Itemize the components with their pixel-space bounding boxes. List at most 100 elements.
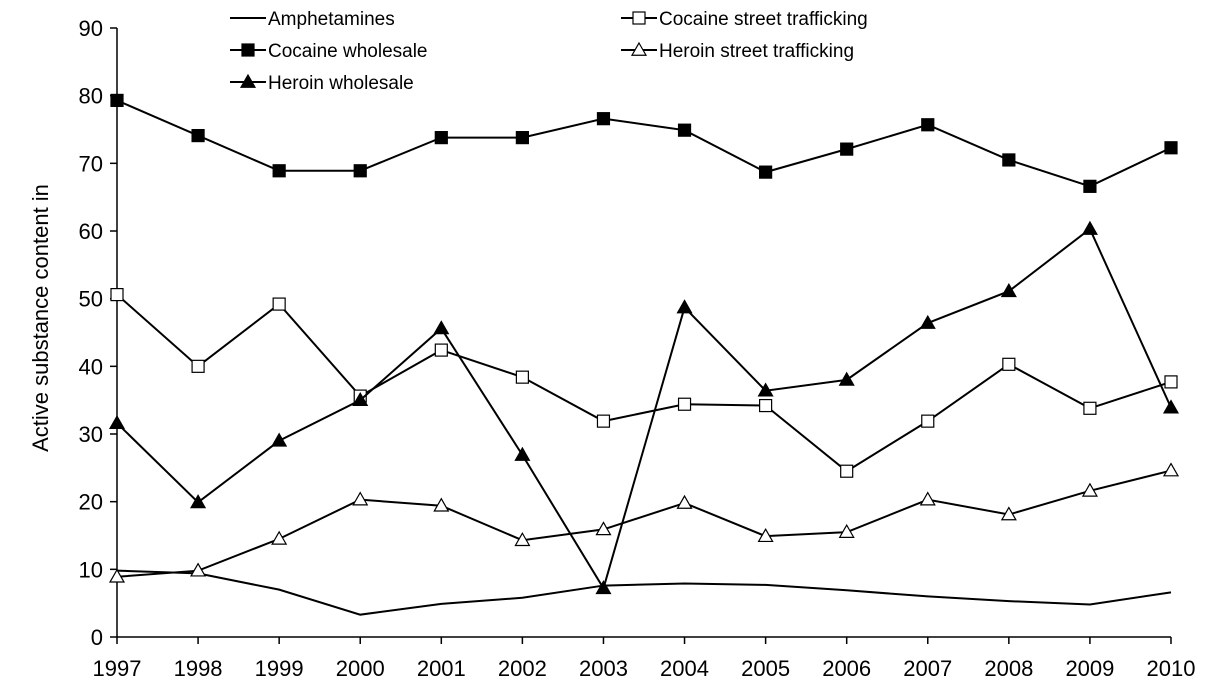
series-line xyxy=(116,293,1172,473)
series-heroin-wholesale xyxy=(108,220,1180,595)
legend-item: Heroin wholesale xyxy=(230,73,414,94)
data-point xyxy=(434,343,448,357)
y-tick-label: 0 xyxy=(91,625,103,650)
x-tick-label: 1997 xyxy=(93,656,142,681)
x-tick-label: 2003 xyxy=(579,656,628,681)
x-tick-label: 2007 xyxy=(903,656,952,681)
y-tick-label: 60 xyxy=(79,219,103,244)
y-tick-label: 70 xyxy=(79,151,103,176)
data-point xyxy=(676,299,693,314)
legend-item: Heroin street trafficking xyxy=(621,41,854,62)
data-point xyxy=(433,320,450,335)
data-point xyxy=(434,131,448,145)
data-point xyxy=(1164,375,1178,389)
data-point xyxy=(919,314,936,329)
data-point xyxy=(353,164,367,178)
data-point xyxy=(1000,506,1017,521)
data-point xyxy=(514,446,531,461)
x-tick-label: 2001 xyxy=(417,656,466,681)
data-point xyxy=(676,494,693,509)
data-point xyxy=(1083,401,1097,415)
series-line xyxy=(116,569,1172,616)
data-point xyxy=(757,527,774,543)
data-point xyxy=(108,414,126,430)
data-point xyxy=(677,123,692,137)
data-point xyxy=(191,359,205,373)
axes: 0 10 20 30 40 50 60 70 80 90 1997 1998 1999 2000 2001 2… xyxy=(79,16,1196,681)
data-point xyxy=(1000,283,1017,298)
y-tick-label: 30 xyxy=(79,422,103,447)
data-point xyxy=(190,494,207,509)
y-tick-label: 10 xyxy=(79,557,103,582)
data-point xyxy=(352,491,369,506)
data-point xyxy=(596,414,611,428)
legend-item: Cocaine wholesale xyxy=(230,41,428,62)
data-point xyxy=(191,128,205,143)
data-point xyxy=(921,118,935,132)
data-point xyxy=(596,112,611,126)
x-tick-label: 1998 xyxy=(174,656,223,681)
data-point xyxy=(514,532,531,547)
x-tick-label: 2002 xyxy=(498,656,547,681)
data-point xyxy=(921,414,935,428)
series-cocaine-wholesale xyxy=(110,93,1178,193)
series-heroin-street-trafficking xyxy=(108,462,1180,583)
y-tick-label: 20 xyxy=(79,490,103,515)
data-point xyxy=(272,164,286,178)
data-point xyxy=(271,432,288,447)
x-tick-label: 2008 xyxy=(984,656,1033,681)
data-point xyxy=(1083,179,1097,193)
data-point xyxy=(515,370,529,384)
y-tick-label: 50 xyxy=(79,287,103,312)
x-tick-label: 2009 xyxy=(1065,656,1114,681)
data-point xyxy=(1164,141,1178,155)
data-point xyxy=(1002,357,1016,371)
data-point xyxy=(759,165,773,179)
data-point xyxy=(1081,482,1098,497)
series-line xyxy=(116,227,1172,591)
data-point xyxy=(840,464,854,478)
data-point xyxy=(271,530,288,545)
series-amphetamines xyxy=(116,569,1172,616)
data-point xyxy=(1081,220,1098,235)
legend-marker xyxy=(241,43,255,57)
legend-marker xyxy=(632,11,646,25)
data-point xyxy=(677,397,692,411)
data-point xyxy=(1002,153,1016,167)
x-tick-label: 1999 xyxy=(255,656,304,681)
data-point xyxy=(352,391,369,407)
legend-label: Cocaine street trafficking xyxy=(659,9,868,30)
legend: Amphetamines Cocaine street trafficking Co… xyxy=(230,9,868,94)
data-point xyxy=(1162,462,1180,477)
data-point xyxy=(515,131,529,145)
x-tick-label: 2010 xyxy=(1147,656,1196,681)
legend-label: Cocaine wholesale xyxy=(268,41,428,62)
x-tick-label: 2004 xyxy=(660,656,709,681)
data-point xyxy=(757,382,774,397)
legend-item: Amphetamines xyxy=(230,9,395,30)
y-tick-label: 40 xyxy=(79,354,103,379)
legend-label: Heroin wholesale xyxy=(268,73,414,94)
data-point xyxy=(110,93,124,108)
data-point xyxy=(838,523,855,538)
data-point xyxy=(759,398,773,413)
legend-marker xyxy=(630,41,648,56)
data-point xyxy=(595,580,612,595)
x-tick-label: 2006 xyxy=(822,656,871,681)
legend-label: Heroin street trafficking xyxy=(659,41,854,62)
legend-label: Amphetamines xyxy=(268,9,395,30)
y-tick-label: 90 xyxy=(79,16,103,41)
y-tick-label: 80 xyxy=(79,84,103,109)
legend-item: Cocaine street trafficking xyxy=(621,9,868,30)
data-point xyxy=(433,497,450,512)
series-line xyxy=(116,469,1172,578)
data-point xyxy=(919,491,936,506)
series-line xyxy=(116,99,1172,188)
data-point xyxy=(108,568,126,583)
data-point xyxy=(110,288,124,302)
data-point xyxy=(840,142,854,156)
x-tick-label: 2000 xyxy=(336,656,385,681)
data-point xyxy=(595,521,612,536)
y-axis-title: Active substance content in xyxy=(28,184,53,452)
